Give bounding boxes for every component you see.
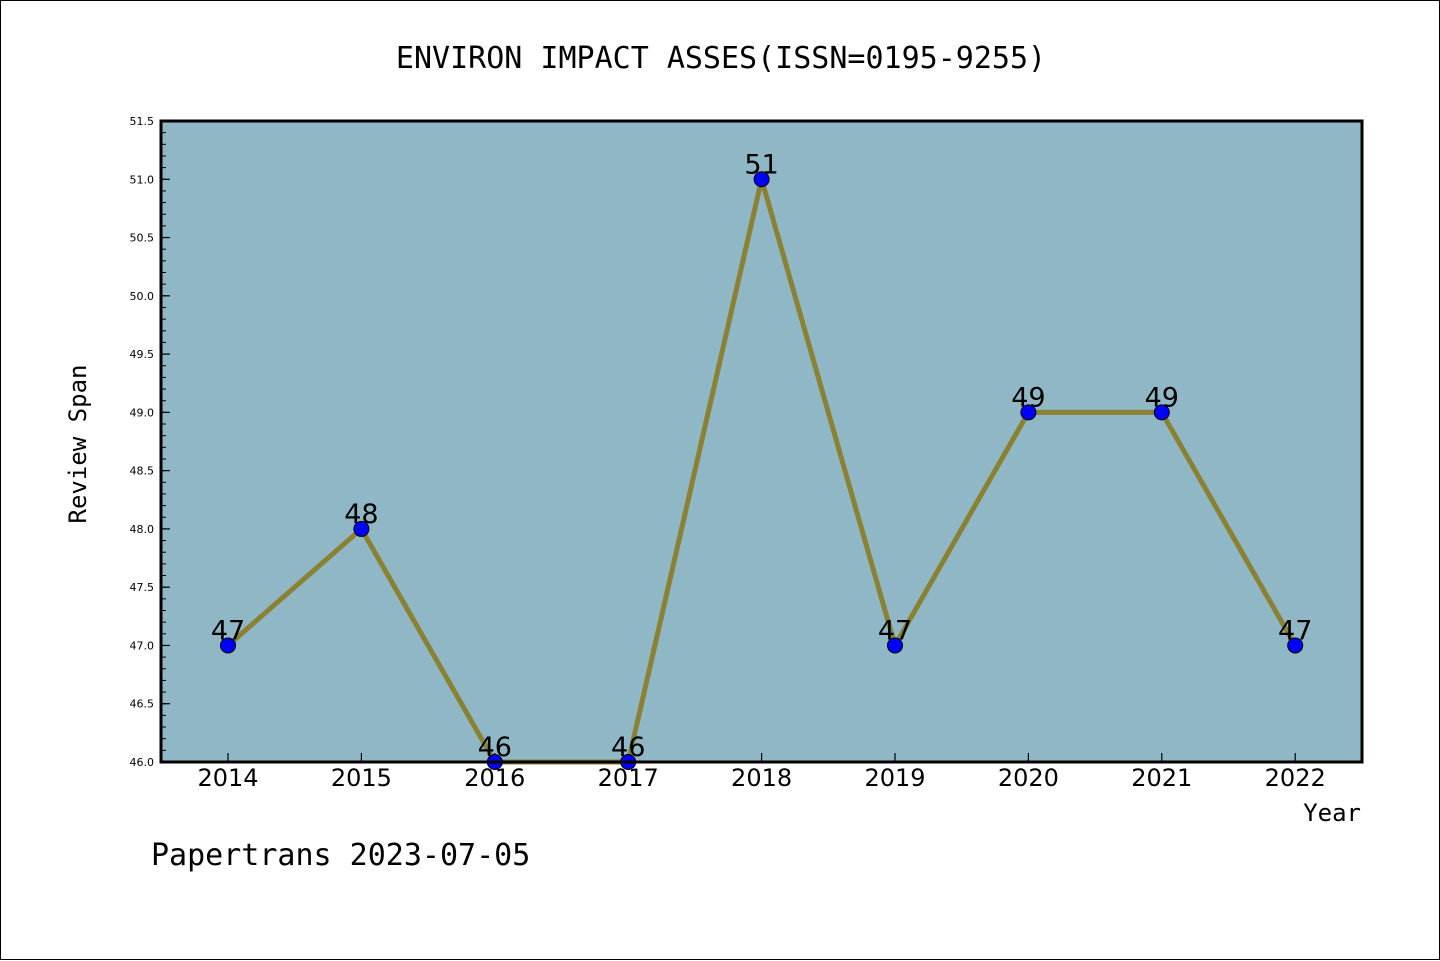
x-tick-label: 2020 xyxy=(998,764,1059,792)
data-point xyxy=(220,637,236,654)
data-point xyxy=(887,637,903,654)
y-tick-label: 51.5 xyxy=(130,115,155,128)
data-label: 48 xyxy=(344,499,378,530)
y-tick-label: 46.5 xyxy=(130,698,155,711)
x-tick-label: 2021 xyxy=(1131,764,1192,792)
y-tick-label: 47.0 xyxy=(130,639,155,652)
y-tick-label: 48.0 xyxy=(130,523,155,536)
data-label: 47 xyxy=(211,615,245,646)
x-tick-label: 2022 xyxy=(1265,764,1326,792)
data-label: 51 xyxy=(744,149,778,180)
data-point xyxy=(1020,404,1037,421)
data-label: 49 xyxy=(1145,382,1179,413)
y-tick-label: 50.0 xyxy=(130,290,155,303)
x-axis-label: Year xyxy=(1303,799,1361,827)
data-label: 49 xyxy=(1011,382,1045,413)
data-label: 47 xyxy=(1278,615,1312,646)
data-labels: 47 48 46 46 51 47 49 49 47 xyxy=(211,149,1313,763)
y-tick-label: 49.5 xyxy=(130,348,155,361)
y-tick-label: 49.0 xyxy=(130,406,155,419)
data-point xyxy=(753,171,770,188)
x-tick-label: 2014 xyxy=(197,764,258,792)
data-label: 46 xyxy=(611,732,645,763)
y-tick-label: 50.5 xyxy=(130,232,155,245)
data-markers xyxy=(220,171,1304,770)
plot-border xyxy=(159,119,1364,764)
watermark-text: Papertrans 2023-07-05 xyxy=(151,838,530,873)
y-tick-label: 48.5 xyxy=(130,465,155,478)
y-axis-label: Review Span xyxy=(64,365,92,524)
x-tick-label: 2018 xyxy=(731,764,792,792)
data-point xyxy=(1153,404,1170,421)
plot-area xyxy=(161,121,1362,762)
x-tick-label: 2019 xyxy=(864,764,925,792)
data-label: 47 xyxy=(878,615,912,646)
y-axis-ticks: 46.0 46.5 47.0 47.5 48.0 48.5 49.0 49.5 50.0 50.5… xyxy=(130,115,170,769)
y-tick-label: 46.0 xyxy=(130,756,155,769)
data-point xyxy=(353,520,370,537)
y-tick-label: 47.5 xyxy=(130,581,155,594)
y-tick-label: 51.0 xyxy=(130,173,155,186)
x-axis-ticks: 2014 2015 2016 2017 2018 2019 2020 2021 2022 xyxy=(197,753,1326,792)
data-label: 46 xyxy=(478,732,512,763)
x-tick-label: 2015 xyxy=(331,764,392,792)
data-point xyxy=(1287,637,1304,654)
chart-title: ENVIRON IMPACT ASSES(ISSN=0195-9255) xyxy=(396,41,1046,76)
